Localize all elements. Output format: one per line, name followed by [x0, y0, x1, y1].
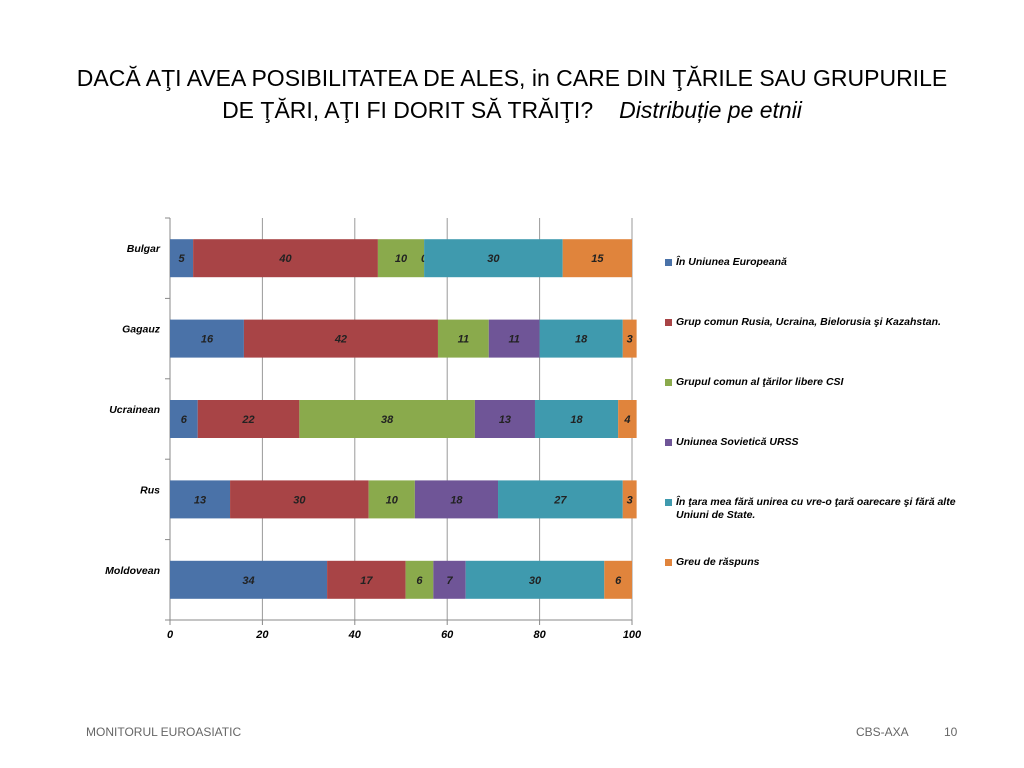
legend-label: În Uniunea Europeană — [676, 256, 787, 268]
data-label: 30 — [487, 253, 500, 265]
data-label: 18 — [450, 494, 463, 506]
bar-segment — [488, 319, 540, 358]
data-label: 17 — [360, 575, 373, 587]
data-label: 3 — [627, 334, 633, 346]
legend-label: În ţara mea fără unirea cu vre-o ţară oa… — [676, 496, 956, 521]
data-label: 18 — [575, 334, 588, 346]
title-line-2: DE ŢĂRI, AŢI FI DORIT SĂ TRĂIŢI? Distribu… — [40, 94, 984, 126]
legend-swatch — [665, 559, 672, 566]
bar-segment — [243, 319, 438, 358]
x-tick-label: 80 — [533, 629, 546, 641]
bar-segment — [474, 400, 535, 438]
category-label: Gagauz — [122, 324, 161, 336]
legend-swatch — [665, 319, 672, 326]
data-label: 10 — [386, 494, 399, 506]
title-question: DE ŢĂRI, AŢI FI DORIT SĂ TRĂIŢI? — [222, 97, 594, 123]
bar-segment — [539, 319, 623, 358]
bar-segment — [498, 480, 623, 519]
footer-organization: CBS-AXA — [856, 725, 909, 739]
data-label: 30 — [293, 494, 306, 506]
data-label: 22 — [241, 414, 254, 426]
category-label: Moldovean — [105, 565, 160, 577]
category-label: Bulgar — [127, 243, 161, 255]
legend-label: Grupul comun al ţărilor libere CSI — [676, 376, 844, 388]
bar-segment — [562, 239, 632, 278]
data-label: 38 — [381, 414, 394, 426]
page-number: 10 — [944, 725, 958, 739]
bar-segment — [465, 560, 605, 599]
bar-segment — [230, 480, 369, 519]
data-label: 15 — [591, 253, 604, 265]
data-label: 40 — [278, 253, 292, 265]
data-label: 16 — [201, 334, 214, 346]
bar-segment — [534, 400, 619, 438]
legend-label: Grup comun Rusia, Ucraina, Bielorusia şi… — [676, 316, 941, 328]
x-tick-label: 0 — [167, 629, 174, 641]
bar-segment — [437, 319, 489, 358]
x-tick-label: 60 — [441, 629, 454, 641]
bar-segment — [299, 400, 475, 438]
data-label: 13 — [194, 494, 206, 506]
data-label: 11 — [458, 334, 469, 346]
data-label: 4 — [623, 414, 630, 426]
bar-segment — [170, 560, 328, 599]
data-label: 6 — [416, 575, 423, 587]
bar-segment — [622, 319, 637, 358]
x-tick-label: 40 — [348, 629, 362, 641]
bar-segment — [622, 480, 637, 519]
bar-segment — [197, 400, 300, 438]
legend-swatch — [665, 259, 672, 266]
category-label: Ucrainean — [109, 404, 160, 416]
bar-segment — [618, 400, 637, 438]
footer-source: MONITORUL EUROASIATIC — [86, 725, 242, 739]
bar-segment — [433, 560, 466, 599]
bar-segment — [170, 480, 231, 519]
data-label: 3 — [627, 494, 633, 506]
legend-label: Greu de răspuns — [676, 556, 760, 568]
title-subtitle: Distribuție pe etnii — [619, 97, 802, 123]
data-label: 34 — [242, 575, 254, 587]
title-line-1: DACĂ AŢI AVEA POSIBILITATEA DE ALES, in … — [76, 65, 948, 91]
bar-segment — [327, 560, 406, 599]
x-tick-label: 100 — [623, 629, 642, 641]
data-label: 13 — [499, 414, 511, 426]
data-label: 18 — [570, 414, 583, 426]
data-label: 6 — [615, 575, 622, 587]
bar-segment — [368, 480, 415, 519]
data-label: 27 — [553, 494, 567, 506]
legend-label: Uniunea Sovietică URSS — [676, 436, 799, 448]
legend-swatch — [665, 499, 672, 506]
bar-segment — [414, 480, 499, 519]
data-label: 42 — [334, 334, 347, 346]
bar-segment — [377, 239, 425, 278]
legend-swatch — [665, 439, 672, 446]
bar-segment — [170, 400, 198, 438]
bar-segment — [193, 239, 378, 278]
slide-title: DACĂ AŢI AVEA POSIBILITATEA DE ALES, in … — [40, 62, 984, 126]
data-label: 11 — [508, 334, 519, 346]
data-label: 5 — [178, 253, 185, 265]
data-label: 6 — [181, 414, 188, 426]
bar-segment — [170, 239, 194, 278]
legend-swatch — [665, 379, 672, 386]
category-label: Rus — [140, 484, 160, 496]
bar-segment — [424, 239, 563, 278]
data-label: 7 — [446, 575, 453, 587]
bar-segment — [405, 560, 434, 599]
data-label: 30 — [529, 575, 542, 587]
x-tick-label: 20 — [255, 629, 269, 641]
bar-segment — [604, 560, 632, 599]
bar-segment — [170, 319, 244, 358]
data-label: 10 — [395, 253, 408, 265]
